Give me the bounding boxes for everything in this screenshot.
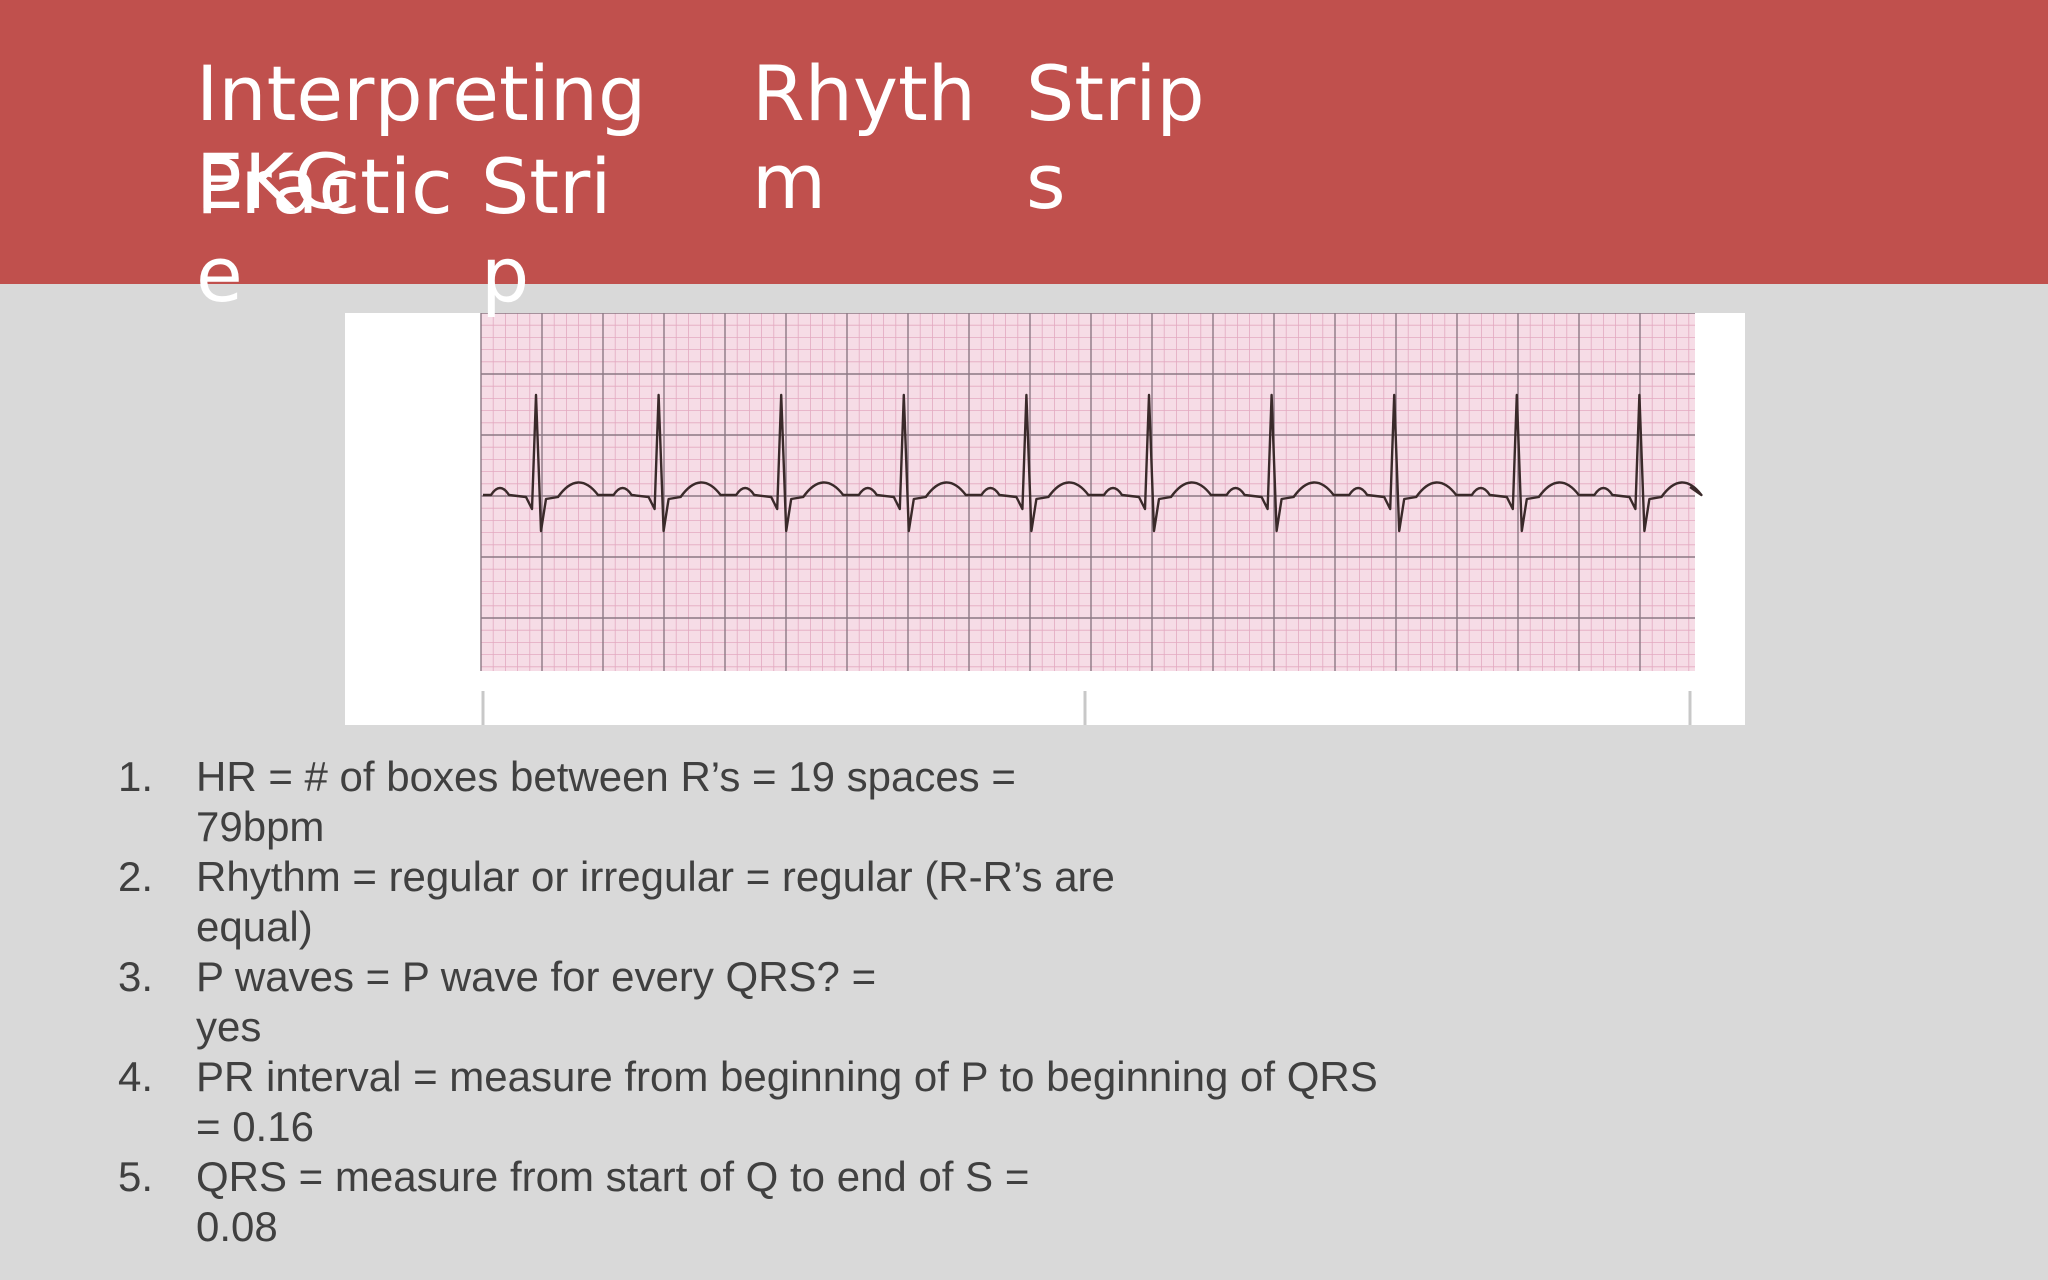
step-number: 3.: [118, 953, 154, 1000]
title-word-strip-part2: p: [481, 230, 530, 319]
step-line: Rhythm = regular or irregular = regular …: [196, 853, 1115, 900]
step-line-continued: equal): [196, 903, 313, 950]
step-line: HR = # of boxes between R’s = 19 spaces …: [196, 753, 1016, 800]
step-item-p-waves: 3. P waves = P wave for every QRS? = yes: [118, 952, 1518, 1052]
step-line: PR interval = measure from beginning of …: [196, 1053, 1378, 1100]
step-item-pr-interval: 4. PR interval = measure from beginning …: [118, 1052, 1518, 1152]
title-word-rhythm-part2: m: [752, 137, 827, 226]
step-line: QRS = measure from start of Q to end of …: [196, 1153, 1030, 1200]
ecg-trace: [483, 393, 1703, 533]
step-line-continued: 0.08: [196, 1203, 278, 1250]
step-line: P waves = P wave for every QRS? =: [196, 953, 877, 1000]
step-line-continued: yes: [196, 1003, 262, 1050]
title-word-ekg: EKG: [196, 137, 353, 226]
step-line-continued: 79bpm: [196, 803, 325, 850]
interpretation-steps: 1. HR = # of boxes between R’s = 19 spac…: [118, 752, 1518, 1252]
title-word-strip-part1: Stri: [481, 142, 612, 231]
step-number: 5.: [118, 1153, 154, 1200]
title-word-strips-part1: Strip: [1026, 49, 1205, 138]
title-word-practice-part2: e: [196, 230, 243, 319]
title-banner: [0, 0, 2048, 284]
title-word-strips-part2: s: [1026, 137, 1066, 226]
title-word-practice-part1: Practic: [196, 142, 453, 231]
step-number: 2.: [118, 853, 154, 900]
ecg-strip-image: [345, 313, 1745, 725]
ecg-grid-major: [480, 313, 1695, 671]
step-item-qrs: 5. QRS = measure from start of Q to end …: [118, 1152, 1518, 1252]
title-word-rhythm-part1: Rhyth: [752, 49, 976, 138]
step-item-rhythm: 2. Rhythm = regular or irregular = regul…: [118, 852, 1518, 952]
step-line-continued: = 0.16: [196, 1103, 314, 1150]
step-number: 4.: [118, 1053, 154, 1100]
step-item-hr: 1. HR = # of boxes between R’s = 19 spac…: [118, 752, 1518, 852]
step-number: 1.: [118, 753, 154, 800]
title-word-interpreting: Interpreting: [196, 49, 647, 138]
ecg-grid-minor: [481, 313, 1695, 671]
ecg-rhythm-strip-icon: [480, 313, 1703, 725]
